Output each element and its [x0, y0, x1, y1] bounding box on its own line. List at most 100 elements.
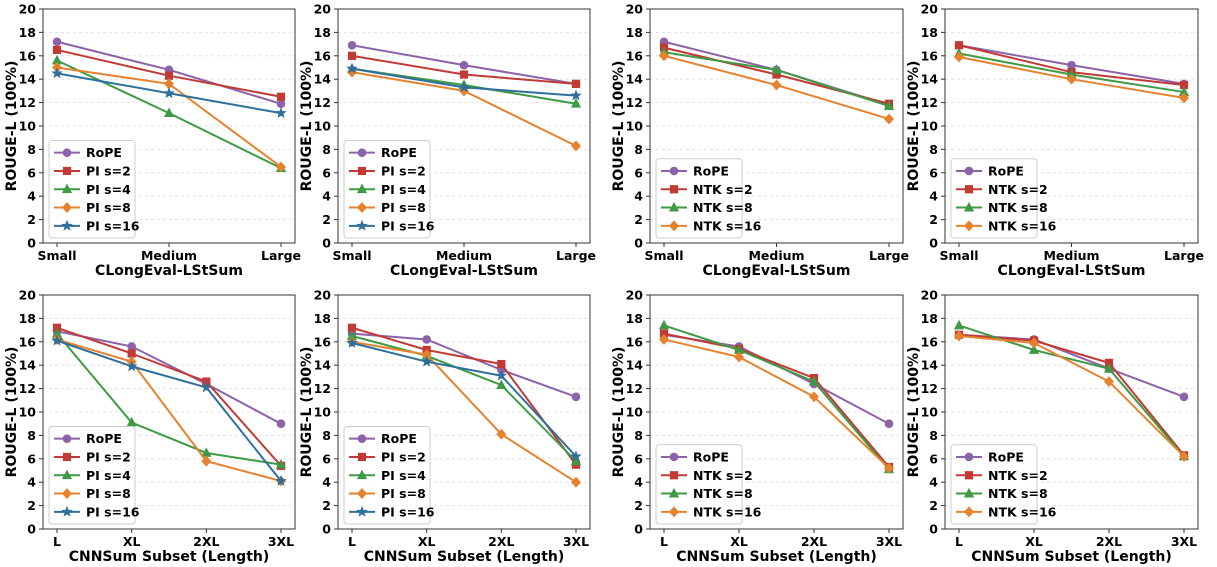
- legend-item: PI s=8: [349, 486, 426, 501]
- y-tick-label: 16: [314, 48, 332, 63]
- y-tick-label: 16: [19, 48, 37, 63]
- x-axis: Small Medium Large: [939, 243, 1204, 263]
- series-line: [958, 333, 1185, 456]
- legend-label: PI s=2: [381, 163, 426, 178]
- series-line: [56, 326, 282, 467]
- data-point: [127, 349, 136, 358]
- legend-box: [343, 140, 431, 239]
- y-tick-label: 10: [921, 119, 939, 134]
- y-tick-label: 8: [929, 142, 938, 157]
- data-point: [200, 381, 213, 393]
- y-tick-label: 12: [626, 381, 643, 396]
- y-axis-label: ROUGE-L (100%): [611, 347, 627, 478]
- legend-item: NTK s=2: [956, 468, 1048, 483]
- legend: RoPE NTK s=2 NTK s=8 NTK s=16: [950, 444, 1057, 525]
- legend-label: PI s=16: [381, 218, 435, 233]
- data-point: [275, 459, 287, 469]
- legend-item: NTK s=2: [661, 182, 753, 197]
- legend-item: RoPE: [956, 449, 1024, 464]
- y-tick-label: 18: [921, 311, 938, 326]
- legend-swatch-marker: [668, 201, 680, 212]
- legend-swatch-marker: [357, 434, 367, 443]
- data-point: [570, 476, 582, 488]
- legend-item: NTK s=16: [956, 504, 1057, 519]
- legend-swatch-marker: [62, 434, 72, 443]
- legend-item: NTK s=16: [956, 218, 1057, 233]
- legend-label: NTK s=2: [988, 182, 1048, 197]
- x-axis: Small Medium Large: [37, 243, 301, 263]
- x-tick-label: XL: [418, 534, 436, 549]
- y-tick-label: 16: [626, 334, 644, 349]
- y-axis-label: ROUGE-L (100%): [4, 347, 20, 478]
- y-tick-label: 14: [626, 358, 644, 373]
- y-tick-label: 8: [634, 428, 643, 443]
- series-line: [958, 333, 1185, 398]
- series-line: [56, 330, 282, 425]
- series-rope: [954, 330, 1189, 402]
- series-line: [56, 338, 282, 482]
- legend-label: PI s=4: [86, 468, 131, 483]
- x-tick-label: XL: [123, 534, 141, 549]
- legend-item: RoPE: [54, 145, 122, 160]
- data-point: [276, 99, 286, 109]
- y-axis-label: ROUGE-L (100%): [299, 61, 315, 192]
- legend-label: PI s=8: [86, 486, 131, 501]
- legend-label: RoPE: [693, 449, 729, 464]
- y-tick-label: 4: [929, 475, 938, 490]
- y-tick-label: 6: [322, 451, 331, 466]
- data-point: [658, 334, 670, 345]
- legend-swatch-marker: [62, 148, 72, 157]
- x-tick-label: 2XL: [193, 534, 219, 549]
- chart-panel-2: 0 2 4 6 8 10 12 14 16 18 20 Small Medium Large CLongEv…: [299, 2, 596, 280]
- y-tick-label: 2: [322, 212, 331, 227]
- legend: RoPE NTK s=2 NTK s=8 NTK s=16: [655, 158, 762, 239]
- legend-item: PI s=4: [349, 182, 426, 197]
- y-tick-label: 14: [921, 72, 939, 87]
- legend-box: [655, 158, 743, 239]
- data-point: [52, 37, 62, 47]
- y-tick-label: 0: [929, 236, 938, 251]
- series-line: [663, 338, 890, 469]
- y-tick-label: 12: [626, 95, 643, 110]
- y-tick-label: 14: [314, 72, 332, 87]
- x-axis-label: CLongEval-LStSum: [390, 263, 538, 279]
- legend-label: NTK s=2: [988, 468, 1048, 483]
- x-tick-label: 3XL: [876, 534, 902, 549]
- y-tick-label: 8: [322, 142, 331, 157]
- y-tick-label: 16: [314, 334, 332, 349]
- legend-label: PI s=16: [381, 504, 435, 519]
- data-point: [127, 342, 136, 351]
- y-axis-label: ROUGE-L (100%): [906, 347, 922, 478]
- y-tick-label: 20: [626, 288, 644, 303]
- legend-item: PI s=8: [349, 200, 426, 215]
- data-point: [1066, 73, 1077, 85]
- legend-label: NTK s=8: [693, 200, 753, 215]
- y-tick-label: 0: [634, 236, 643, 251]
- x-axis: Small Medium Large: [332, 243, 596, 263]
- legend-label: RoPE: [86, 431, 122, 446]
- legend-item: PI s=2: [349, 163, 426, 178]
- legend-item: PI s=4: [54, 468, 131, 483]
- data-point: [1178, 451, 1190, 462]
- legend-swatch-marker: [669, 471, 679, 480]
- y-tick-label: 14: [19, 72, 37, 87]
- series-line: [56, 339, 282, 482]
- y-tick-label: 16: [19, 334, 37, 349]
- y-tick-label: 0: [27, 236, 36, 251]
- legend-item: RoPE: [349, 431, 417, 446]
- y-tick-label: 2: [929, 498, 938, 513]
- data-point: [125, 360, 138, 372]
- data-point: [51, 334, 63, 346]
- series-pi-s-4: [51, 327, 287, 469]
- series-ntk-s-16: [953, 330, 1190, 462]
- legend-swatch-marker: [62, 452, 72, 462]
- legend-swatch-marker: [963, 506, 975, 518]
- y-tick-label: 4: [322, 189, 331, 204]
- legend-item: PI s=2: [349, 449, 426, 464]
- series-ntk-s-16: [658, 50, 895, 125]
- data-point: [347, 51, 357, 60]
- data-point: [571, 392, 581, 402]
- legend-swatch-marker: [356, 219, 368, 231]
- series-line: [958, 334, 1185, 458]
- y-tick-label: 16: [921, 48, 939, 63]
